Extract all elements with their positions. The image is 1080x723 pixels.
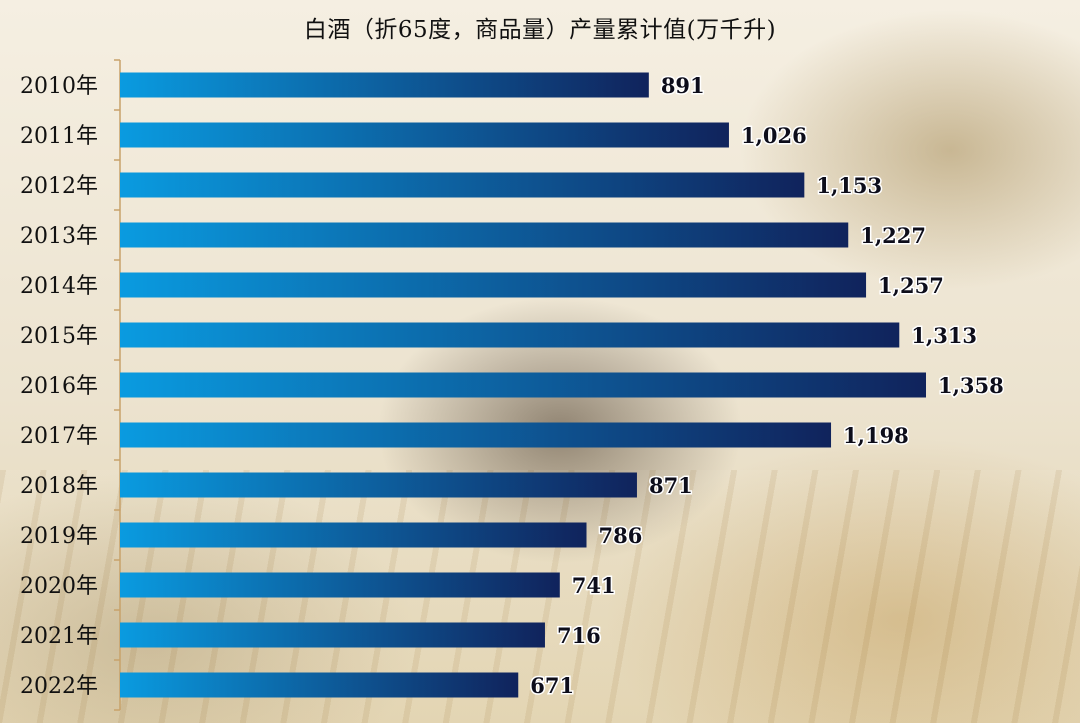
bar: [120, 672, 519, 698]
data-label: 716: [557, 623, 601, 648]
data-label: 1,026: [741, 123, 807, 148]
bar: [120, 572, 560, 598]
bar: [120, 622, 545, 648]
y-tick-label: 2021年: [20, 624, 98, 649]
bar: [120, 72, 649, 98]
chart-title: 白酒（折65度，商品量）产量累计值(万千升): [303, 17, 777, 43]
data-label: 741: [572, 573, 616, 598]
y-tick-label: 2017年: [20, 424, 98, 449]
y-tick-label: 2018年: [20, 474, 98, 499]
bar: [120, 472, 637, 498]
data-label: 871: [649, 473, 693, 498]
y-tick-label: 2019年: [20, 524, 98, 549]
y-tick-label: 2020年: [20, 574, 98, 599]
y-tick-label: 2014年: [20, 274, 98, 299]
bar: [120, 272, 867, 298]
bar: [120, 372, 926, 398]
data-label: 1,227: [860, 223, 926, 248]
data-label: 1,257: [878, 273, 944, 298]
bar: [120, 222, 849, 248]
data-label: 671: [530, 673, 574, 698]
bar: [120, 322, 900, 348]
y-tick-label: 2010年: [20, 74, 98, 99]
y-tick-label: 2013年: [20, 224, 98, 249]
data-label: 1,153: [816, 173, 882, 198]
bar: [120, 122, 729, 148]
data-label: 1,198: [843, 423, 909, 448]
bar: [120, 522, 587, 548]
y-tick-label: 2011年: [20, 124, 98, 149]
y-tick-label: 2015年: [20, 324, 98, 349]
bar: [120, 172, 805, 198]
y-tick-label: 2016年: [20, 374, 98, 399]
data-label: 1,358: [938, 373, 1004, 398]
data-label: 891: [661, 73, 705, 98]
y-tick-label: 2012年: [20, 174, 98, 199]
bar: [120, 422, 832, 448]
data-label: 786: [599, 523, 643, 548]
data-label: 1,313: [911, 323, 977, 348]
y-tick-label: 2022年: [20, 674, 98, 699]
